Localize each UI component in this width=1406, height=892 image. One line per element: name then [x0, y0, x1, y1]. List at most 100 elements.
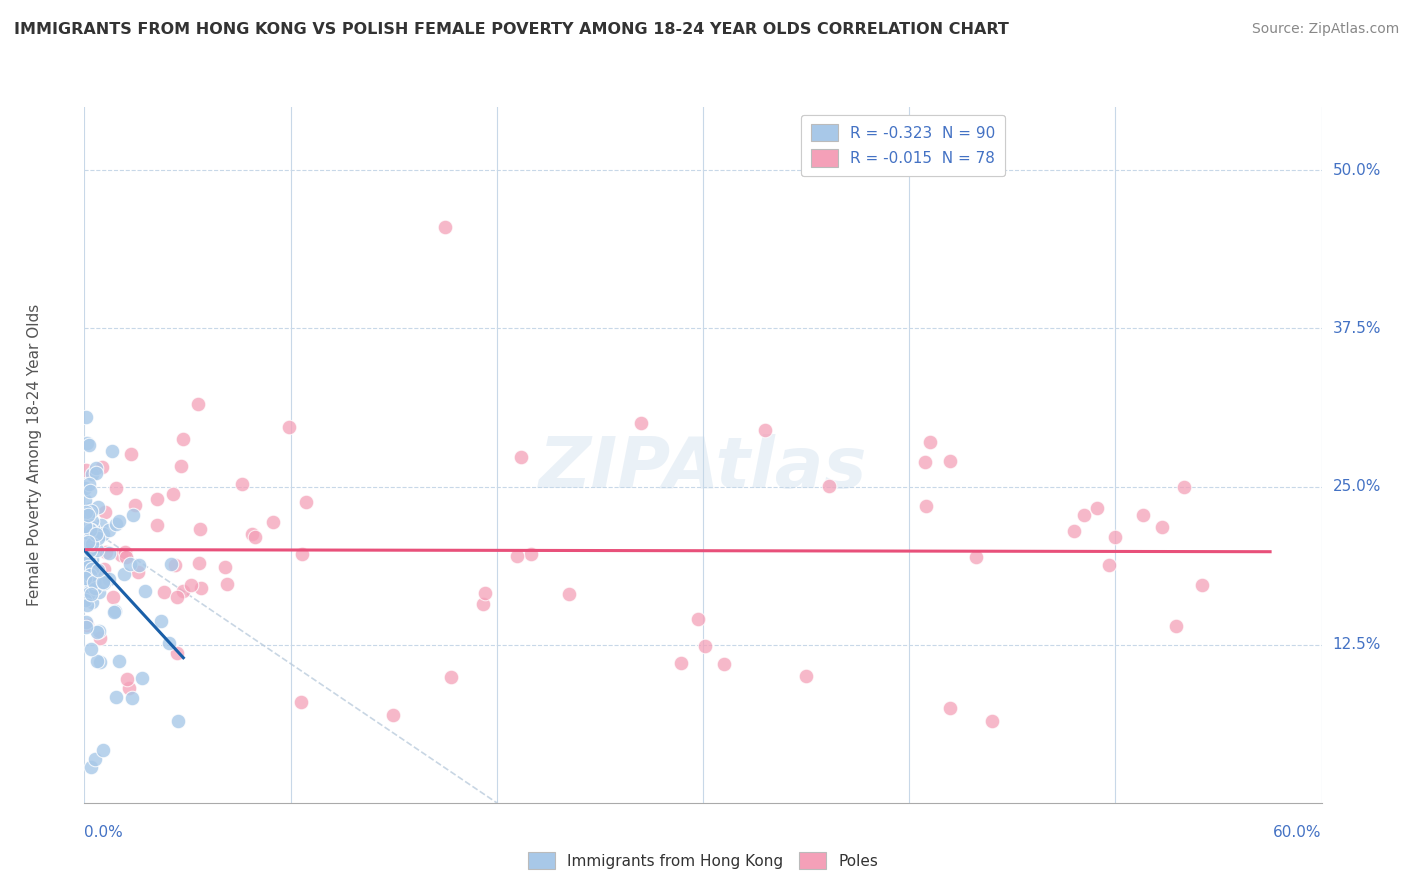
Point [84, 527, 107, 541]
Point [157, 636, 180, 650]
Point [77, 554, 100, 568]
Point [76, 572, 98, 586]
Point [84, 467, 107, 481]
Point [87, 531, 110, 545]
Point [965, 549, 987, 564]
Point [122, 508, 145, 522]
Point [76, 536, 98, 550]
Point [166, 646, 188, 660]
Point [101, 590, 124, 604]
Point [215, 577, 238, 591]
Text: 12.5%: 12.5% [1333, 637, 1381, 652]
Point [188, 556, 211, 570]
Point [124, 498, 146, 512]
Point [1132, 508, 1154, 523]
Point [434, 220, 457, 235]
Point [87, 584, 110, 599]
Point [91, 526, 114, 541]
Point [75, 615, 97, 629]
Text: 37.5%: 37.5% [1333, 321, 1381, 336]
Point [118, 557, 141, 571]
Point [101, 443, 124, 458]
Point [630, 417, 652, 431]
Point [669, 656, 692, 670]
Point [240, 526, 263, 541]
Point [939, 454, 962, 468]
Point [105, 690, 128, 705]
Point [693, 639, 716, 653]
Point [145, 518, 167, 533]
Point [80, 514, 103, 528]
Point [83, 751, 105, 765]
Point [79, 502, 101, 516]
Point [87, 563, 110, 577]
Point [76, 599, 98, 613]
Point [686, 611, 709, 625]
Point [80, 642, 103, 657]
Point [121, 691, 143, 706]
Point [79, 560, 101, 574]
Point [145, 491, 167, 506]
Point [77, 477, 100, 491]
Point [79, 507, 101, 521]
Point [77, 525, 100, 540]
Point [93, 575, 115, 590]
Point [131, 671, 153, 685]
Point [112, 566, 135, 581]
Point [80, 566, 103, 581]
Text: ZIPAtlas: ZIPAtlas [538, 434, 868, 503]
Point [79, 542, 101, 557]
Point [80, 503, 103, 517]
Legend: Immigrants from Hong Kong, Poles: Immigrants from Hong Kong, Poles [522, 846, 884, 875]
Point [90, 517, 112, 532]
Point [79, 568, 101, 582]
Point [172, 432, 194, 446]
Point [149, 614, 172, 628]
Point [120, 447, 142, 461]
Point [520, 547, 543, 561]
Point [291, 547, 314, 561]
Point [80, 562, 103, 576]
Point [295, 495, 318, 509]
Point [818, 479, 841, 493]
Point [152, 585, 174, 599]
Text: IMMIGRANTS FROM HONG KONG VS POLISH FEMALE POVERTY AMONG 18-24 YEAR OLDS CORRELA: IMMIGRANTS FROM HONG KONG VS POLISH FEMA… [14, 22, 1010, 37]
Point [77, 437, 100, 451]
Point [1166, 619, 1188, 633]
Point [180, 578, 202, 592]
Point [98, 546, 121, 560]
Point [188, 522, 211, 536]
Point [80, 531, 103, 545]
Point [159, 557, 181, 571]
Point [1104, 530, 1126, 544]
Point [754, 423, 776, 437]
Point [82, 542, 104, 557]
Point [82, 595, 104, 609]
Point [1073, 508, 1095, 523]
Point [1152, 519, 1174, 533]
Point [76, 436, 98, 450]
Point [162, 487, 184, 501]
Point [108, 654, 131, 668]
Point [84, 461, 107, 475]
Point [86, 542, 108, 557]
Point [1173, 479, 1195, 493]
Point [79, 523, 101, 537]
Point [980, 714, 1002, 728]
Point [1063, 524, 1085, 538]
Point [914, 455, 936, 469]
Point [86, 625, 108, 640]
Point [918, 435, 941, 450]
Point [73, 519, 96, 533]
Point [94, 505, 117, 519]
Point [91, 742, 114, 756]
Point [76, 618, 98, 632]
Point [290, 696, 312, 710]
Point [187, 397, 209, 411]
Point [163, 558, 186, 572]
Point [75, 409, 97, 424]
Point [79, 576, 101, 591]
Text: 0.0%: 0.0% [84, 825, 124, 840]
Point [939, 701, 962, 715]
Point [83, 574, 105, 589]
